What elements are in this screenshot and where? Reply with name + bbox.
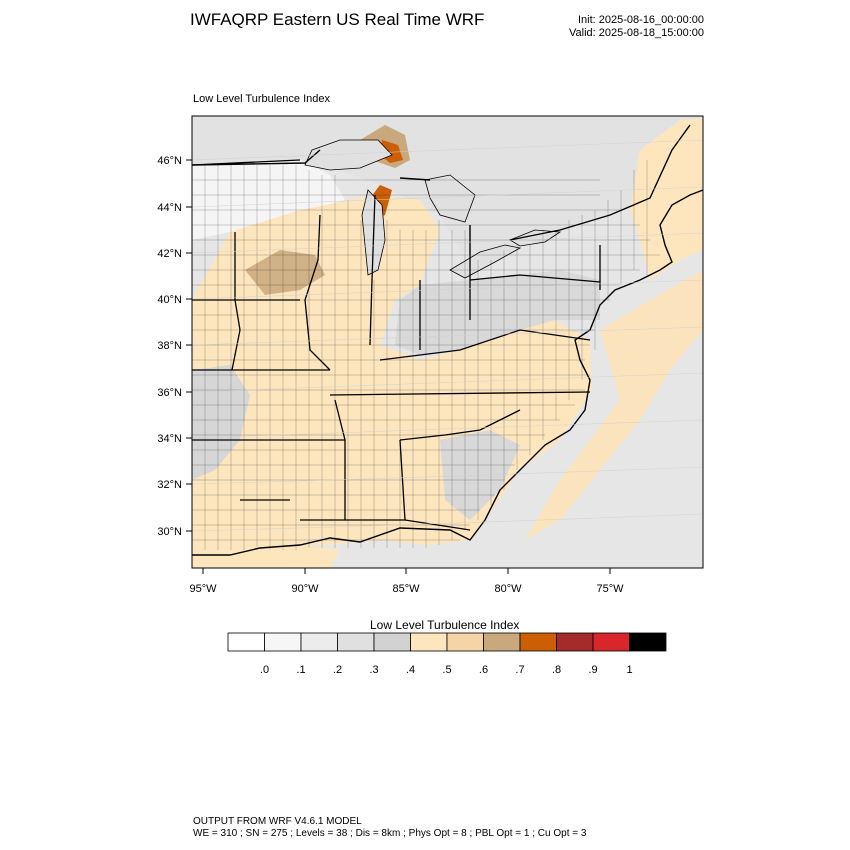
lon-tick-label: 95°W: [189, 583, 217, 595]
national-border: [192, 124, 691, 255]
lat-tick-label: 34°N: [157, 433, 182, 445]
colorbar-label: .3: [369, 664, 378, 676]
county-grid: [192, 160, 660, 550]
lat-tick-label: 40°N: [157, 294, 182, 306]
colorbar-swatch: [483, 632, 521, 652]
colorbar-swatch: [337, 632, 375, 652]
page-title: IWFAQRP Eastern US Real Time WRF: [190, 10, 485, 29]
colorbar-label: .4: [406, 664, 415, 676]
map-field: [192, 116, 703, 568]
west-grey-field: [192, 365, 250, 480]
tick-marks: [186, 159, 611, 574]
new-england-peach-field: [630, 118, 703, 280]
colorbar-title: Low Level Turbulence Index: [370, 618, 520, 632]
lat-tick-label: 36°N: [157, 387, 182, 399]
colorbar-label: .8: [552, 664, 561, 676]
lake-superior: [304, 139, 393, 171]
colorbar-swatch: [446, 632, 484, 652]
lat-tick-label: 38°N: [157, 340, 182, 352]
longitude-labels: 95°W 90°W 85°W 80°W 75°W: [189, 583, 624, 595]
lat-tick-label: 44°N: [157, 202, 182, 214]
colorbar-label: .7: [515, 664, 524, 676]
state-lines: [192, 159, 601, 531]
colorbar-swatch: [300, 632, 338, 652]
colorbar-label: 1: [626, 664, 632, 676]
footer-config: WE = 310 ; SN = 275 ; Levels = 38 ; Dis …: [193, 828, 587, 839]
lon-tick-label: 90°W: [291, 583, 319, 595]
lon-tick-label: 85°W: [392, 583, 420, 595]
lake-huron: [424, 174, 476, 223]
colorbar-swatch: [410, 632, 448, 652]
colorbar-swatch: [556, 632, 594, 652]
graticule: [192, 139, 703, 532]
lat-tick-label: 46°N: [157, 155, 182, 167]
valid-time: Valid: 2025-08-18_15:00:00: [569, 27, 704, 39]
map-subtitle: Low Level Turbulence Index: [193, 93, 330, 105]
colorbar-label: .5: [442, 664, 451, 676]
colorbar: [227, 632, 667, 652]
run-times: Init: 2025-08-16_00:00:00 Valid: 2025-08…: [569, 14, 704, 40]
gulf-peach-field: [192, 545, 340, 568]
colorbar-label: .1: [296, 664, 305, 676]
map-frame: [191, 115, 704, 569]
colorbar-swatch: [629, 632, 667, 652]
lon-tick-label: 80°W: [494, 583, 522, 595]
iowa-tan-patch: [245, 250, 325, 295]
latitude-labels: 46°N 44°N 42°N 40°N 38°N 36°N 34°N 32°N …: [157, 155, 182, 538]
colorbar-labels: .0 .1 .2 .3 .4 .5 .6 .7 .8 .9 1: [260, 664, 633, 676]
colorbar-label: .6: [479, 664, 488, 676]
lat-tick-label: 42°N: [157, 248, 182, 260]
colorbar-label: .2: [333, 664, 342, 676]
lon-tick-label: 75°W: [596, 583, 624, 595]
colorbar-label: .0: [260, 664, 269, 676]
colorbar-label: .9: [588, 664, 597, 676]
lake-ontario: [509, 229, 562, 247]
colorbar-swatch: [227, 632, 265, 652]
lat-tick-label: 32°N: [157, 479, 182, 491]
colorbar-swatch: [373, 632, 411, 652]
footer-model: OUTPUT FROM WRF V4.6.1 MODEL: [193, 816, 362, 827]
ohio-grey-field: [395, 270, 600, 355]
colorbar-swatch: [519, 632, 557, 652]
colorbar-swatch: [264, 632, 302, 652]
lat-tick-label: 30°N: [157, 526, 182, 538]
offshore-peach-field: [525, 270, 703, 540]
init-time: Init: 2025-08-16_00:00:00: [578, 14, 704, 26]
coastline: [192, 189, 703, 556]
colorbar-swatch: [592, 632, 630, 652]
